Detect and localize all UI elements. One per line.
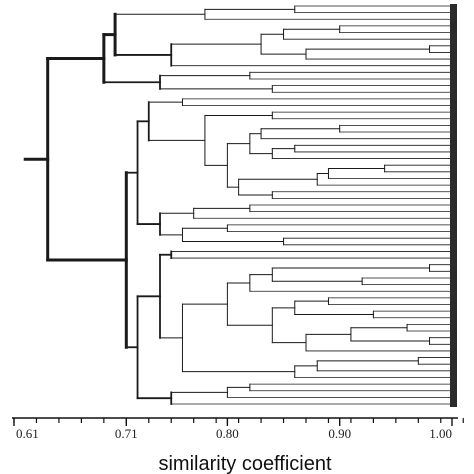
x-axis: 0.61 0.71 0.80 0.90 1.00 <box>12 417 464 441</box>
leaf-edge-bar <box>450 4 457 407</box>
x-axis-tick-label-3: 0.90 <box>328 426 351 441</box>
x-axis-title: similarity coefficient <box>158 453 331 474</box>
x-axis-tick-label-0: 0.61 <box>16 426 39 441</box>
x-axis-tick-label-4: 1.00 <box>429 426 452 441</box>
dendrogram-tree <box>23 5 453 405</box>
x-axis-tick-label-1: 0.71 <box>115 426 138 441</box>
x-axis-tick-label-2: 0.80 <box>216 426 239 441</box>
